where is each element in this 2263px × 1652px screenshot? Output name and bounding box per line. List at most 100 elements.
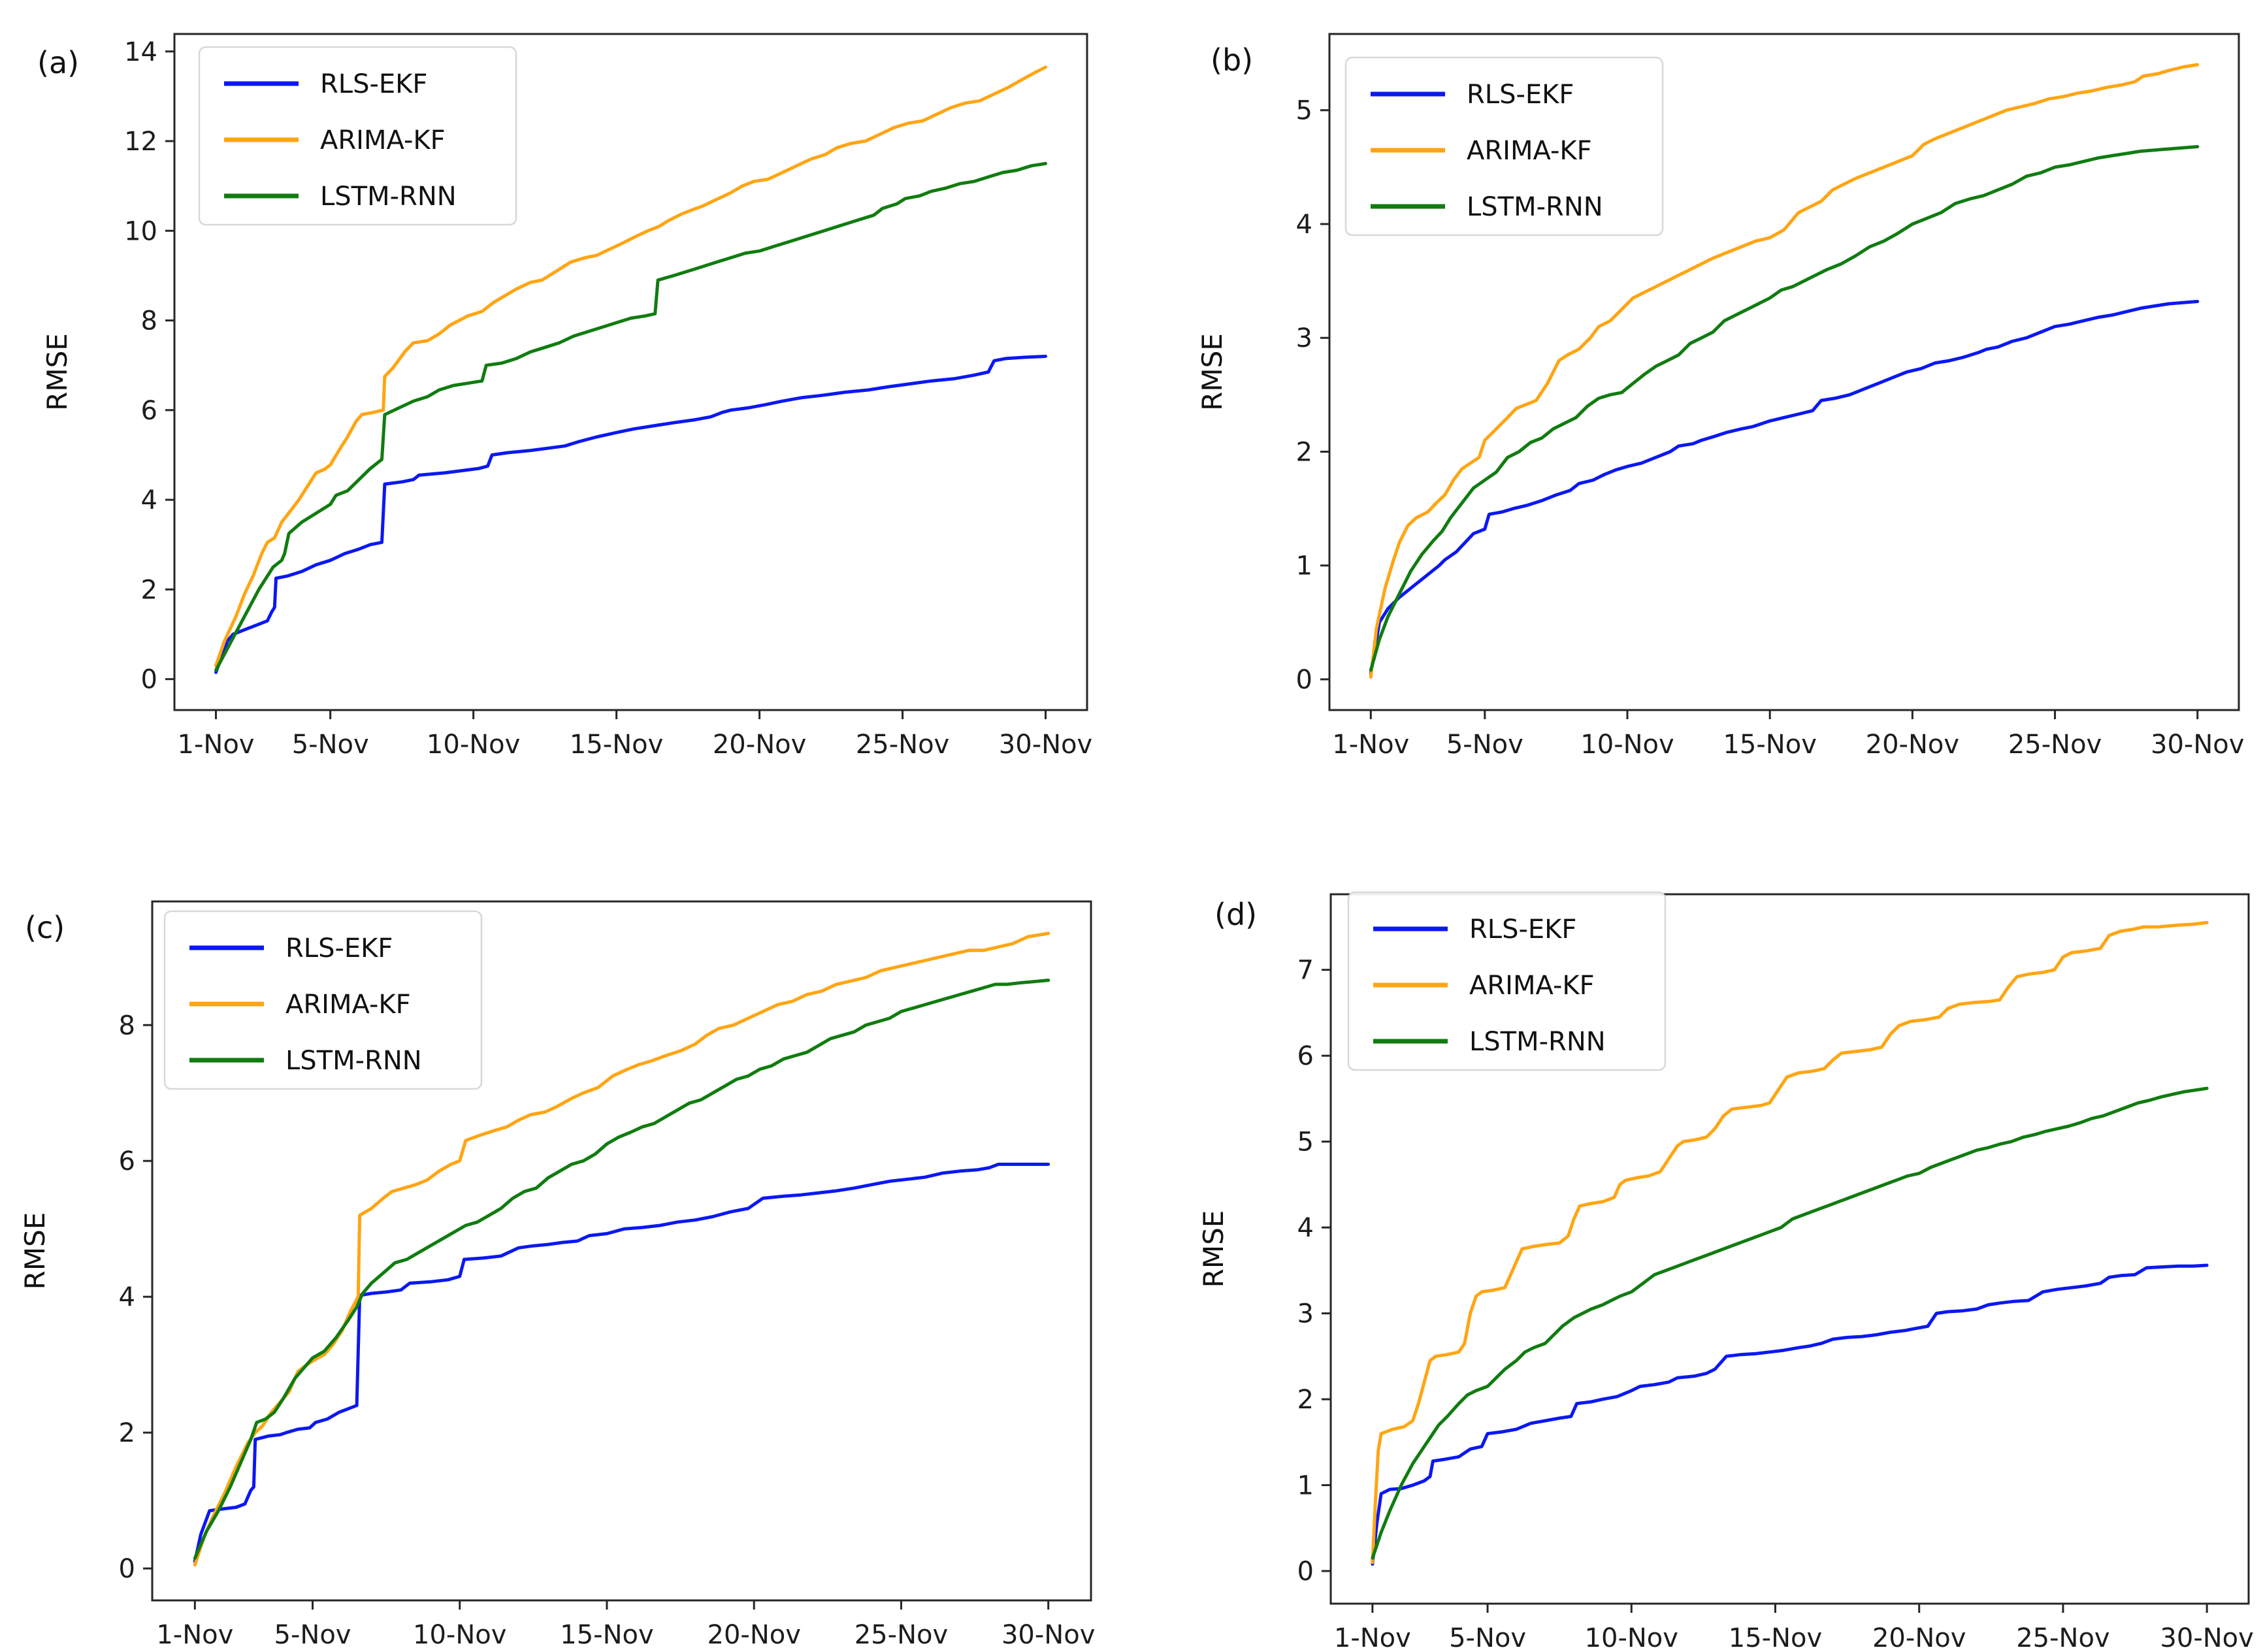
- y-tick-label: 5: [1296, 96, 1312, 126]
- x-tick-label: 30-Nov: [999, 730, 1092, 760]
- y-tick-label: 12: [124, 127, 157, 157]
- series-line-arima-kf: [214, 65, 1047, 668]
- x-tick-label: 20-Nov: [713, 730, 806, 760]
- subplot-label-d: (d): [1214, 897, 1257, 932]
- legend-label: LSTM-RNN: [1469, 1027, 1606, 1057]
- y-tick-label: 8: [141, 306, 157, 336]
- series-line-rls-ekf: [193, 1162, 1050, 1564]
- x-tick-label: 5-Nov: [292, 730, 369, 760]
- legend-box: [198, 46, 517, 226]
- x-tick-label: 5-Nov: [274, 1620, 351, 1650]
- y-tick-label: 3: [1297, 1299, 1314, 1329]
- legend-label: RLS-EKF: [285, 933, 393, 964]
- axes-frame: [1328, 33, 2240, 711]
- y-axis-title: RMSE: [41, 333, 73, 411]
- y-tick-label: 6: [119, 1146, 135, 1176]
- y-tick-label: 8: [119, 1011, 135, 1041]
- x-tick-label: 5-Nov: [1446, 730, 1523, 760]
- axes-frame: [173, 33, 1088, 711]
- y-tick-label: 4: [1296, 210, 1312, 240]
- legend-label: RLS-EKF: [1469, 915, 1576, 945]
- subplot-c: (c) 0 2 4 6 8 1-Nov 5-Nov 10-Nov 15-Nov 20-Nov 25-N…: [0, 826, 1132, 1652]
- y-tick-label: 1: [1296, 551, 1312, 581]
- series-line-lstm-rnn: [193, 979, 1050, 1560]
- y-tick-label: 2: [1297, 1385, 1314, 1415]
- subplot-a: (a) 0 2 4 6 8 10 12 14 1-Nov 5-Nov 10-Nov 15-Nov 20-N…: [0, 0, 1132, 826]
- legend-label: LSTM-RNN: [1467, 192, 1603, 222]
- y-tick-label: 6: [1297, 1041, 1314, 1071]
- series-line-lstm-rnn: [214, 161, 1047, 672]
- x-tick-label: 10-Nov: [1580, 730, 1674, 760]
- x-tick-label: 25-Nov: [855, 1620, 948, 1650]
- x-tick-label: 30-Nov: [2151, 730, 2244, 760]
- x-tick-label: 1-Nov: [1334, 1623, 1411, 1652]
- legend-label: LSTM-RNN: [285, 1046, 422, 1076]
- series-line-rls-ekf: [214, 355, 1047, 674]
- legend-box: [163, 910, 483, 1090]
- x-tick-label: 20-Nov: [708, 1620, 801, 1650]
- x-tick-label: 1-Nov: [156, 1620, 233, 1650]
- chart-c: (c) 0 2 4 6 8 1-Nov 5-Nov 10-Nov 15-Nov 20-Nov 25-N…: [19, 900, 1095, 1650]
- x-tick-label: 15-Nov: [570, 730, 663, 760]
- x-tick-label: 25-Nov: [2008, 730, 2102, 760]
- series-line-arima-kf: [1371, 920, 2209, 1564]
- subplot-b: (b) 0 1 2 3 4 5 1-Nov 5-Nov 10-Nov 15-Nov 20-Nov 25-…: [1132, 0, 2263, 826]
- subplot-label-a: (a): [37, 45, 79, 80]
- y-tick-label: 4: [119, 1282, 135, 1312]
- y-axis-title: RMSE: [1196, 333, 1228, 411]
- y-tick-label: 2: [119, 1418, 135, 1448]
- y-tick-label: 14: [124, 37, 157, 67]
- x-tick-label: 15-Nov: [1729, 1623, 1822, 1652]
- x-tick-label: 25-Nov: [856, 730, 949, 760]
- x-tick-label: 10-Nov: [413, 1620, 506, 1650]
- subplot-label-b: (b): [1211, 42, 1253, 78]
- legend-box: [1347, 891, 1667, 1071]
- axes-frame: [151, 900, 1092, 1602]
- x-tick-label: 20-Nov: [1866, 730, 1959, 760]
- series-line-lstm-rnn: [1369, 145, 2200, 672]
- legend-label: ARIMA-KF: [1467, 136, 1592, 166]
- axes-frame: [1329, 893, 2250, 1605]
- legend-label: ARIMA-KF: [1469, 971, 1595, 1001]
- chart-d: (d) 0 1 2 3 4 5 6 7 1-Nov 5-Nov 10-Nov 15-Nov 20-Nov 2…: [1197, 891, 2254, 1652]
- chart-a: (a) 0 2 4 6 8 10 12 14 1-Nov 5-Nov 10-Nov 15-Nov 20-N…: [37, 33, 1092, 760]
- legend-label: ARIMA-KF: [320, 125, 446, 155]
- series-line-rls-ekf: [1369, 300, 2200, 675]
- y-tick-label: 2: [141, 575, 157, 605]
- x-tick-label: 5-Nov: [1449, 1623, 1526, 1652]
- y-tick-label: 1: [1297, 1471, 1314, 1501]
- x-tick-label: 1-Nov: [178, 730, 255, 760]
- x-tick-label: 15-Nov: [1723, 730, 1816, 760]
- subplot-label-c: (c): [25, 910, 65, 945]
- legend-label: RLS-EKF: [320, 69, 427, 99]
- y-tick-label: 5: [1297, 1127, 1314, 1158]
- legend-label: LSTM-RNN: [320, 182, 457, 212]
- x-tick-label: 10-Nov: [1585, 1623, 1678, 1652]
- legend-box: [1344, 56, 1664, 236]
- x-tick-label: 30-Nov: [2160, 1623, 2253, 1652]
- y-tick-label: 10: [124, 216, 157, 246]
- legend-label: RLS-EKF: [1467, 80, 1574, 110]
- y-tick-label: 7: [1297, 956, 1314, 986]
- y-tick-label: 3: [1296, 323, 1312, 353]
- y-tick-label: 0: [141, 665, 157, 695]
- series-line-arima-kf: [1369, 63, 2200, 679]
- y-tick-label: 0: [119, 1554, 135, 1584]
- x-tick-label: 1-Nov: [1332, 730, 1409, 760]
- chart-b: (b) 0 1 2 3 4 5 1-Nov 5-Nov 10-Nov 15-Nov 20-Nov 25-…: [1196, 33, 2244, 760]
- x-tick-label: 10-Nov: [427, 730, 520, 760]
- y-tick-label: 4: [141, 485, 157, 515]
- subplot-d: (d) 0 1 2 3 4 5 6 7 1-Nov 5-Nov 10-Nov 15-Nov 20-Nov 2…: [1132, 826, 2263, 1652]
- x-tick-label: 30-Nov: [1001, 1620, 1095, 1650]
- y-axis-title: RMSE: [19, 1212, 51, 1290]
- series-line-rls-ekf: [1371, 1263, 2209, 1566]
- x-tick-label: 25-Nov: [2016, 1623, 2109, 1652]
- series-line-lstm-rnn: [1371, 1086, 2209, 1560]
- y-tick-label: 0: [1297, 1557, 1314, 1587]
- y-tick-label: 0: [1296, 665, 1312, 695]
- y-tick-label: 2: [1296, 437, 1312, 467]
- y-tick-label: 4: [1297, 1213, 1314, 1243]
- y-tick-label: 6: [141, 396, 157, 426]
- x-tick-label: 20-Nov: [1872, 1623, 1966, 1652]
